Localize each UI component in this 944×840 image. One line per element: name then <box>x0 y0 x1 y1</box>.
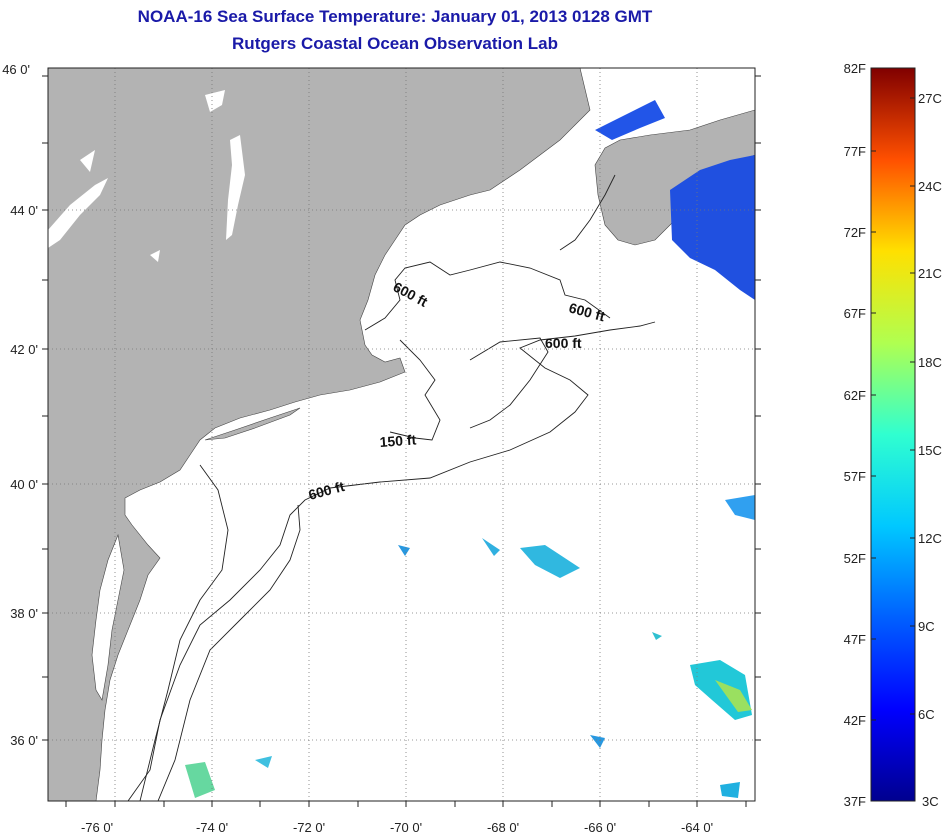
colorbar-label-c: 6C <box>918 707 935 722</box>
colorbar-fahrenheit-labels: 82F 77F 72F 67F 62F 57F 52F 47F 42F 37F <box>844 61 866 809</box>
lakes <box>48 90 245 262</box>
lat-label: 42 0' <box>10 342 38 357</box>
colorbar-label-f: 67F <box>844 306 866 321</box>
axis-ticks <box>42 75 761 807</box>
longitude-labels: -76 0' -74 0' -72 0' -70 0' -68 0' -66 0… <box>81 820 713 835</box>
map-subtitle: Rutgers Coastal Ocean Observation Lab <box>232 34 558 53</box>
colorbar-label-c: 24C <box>918 179 942 194</box>
latitude-labels: 46 0' 44 0' 42 0' 40 0' 38 0' 36 0' <box>2 62 38 748</box>
lon-label: -72 0' <box>293 820 325 835</box>
colorbar-label-f: 47F <box>844 632 866 647</box>
contour-label: 150 ft <box>379 431 417 450</box>
colorbar-label-c: 9C <box>918 619 935 634</box>
colorbar-label-f: 82F <box>844 61 866 76</box>
lat-label: 46 0' <box>2 62 30 77</box>
lon-label: -66 0' <box>584 820 616 835</box>
lat-label: 40 0' <box>10 477 38 492</box>
lon-label: -76 0' <box>81 820 113 835</box>
land-long-island <box>204 407 301 441</box>
colorbar-label-c: 3C <box>922 794 939 809</box>
colorbar-label-c: 18C <box>918 355 942 370</box>
bathymetry-contours <box>127 174 656 801</box>
colorbar-label-f: 52F <box>844 551 866 566</box>
lon-label: -70 0' <box>390 820 422 835</box>
colorbar-label-f: 62F <box>844 388 866 403</box>
colorbar-celsius-labels: 27C 24C 21C 18C 15C 12C 9C 6C 3C <box>918 91 942 809</box>
lat-label: 44 0' <box>10 203 38 218</box>
lat-label: 36 0' <box>10 733 38 748</box>
contour-label: 600 ft <box>545 335 582 351</box>
colorbar-label-f: 42F <box>844 713 866 728</box>
colorbar-label-f: 57F <box>844 469 866 484</box>
land-delmarva <box>91 533 125 701</box>
map-title: NOAA-16 Sea Surface Temperature: January… <box>137 7 653 26</box>
land-mainland <box>48 68 591 801</box>
colorbar-label-c: 15C <box>918 443 942 458</box>
lon-label: -74 0' <box>196 820 228 835</box>
plot-frame <box>47 67 756 802</box>
colorbar-label-c: 12C <box>918 531 942 546</box>
colorbar-label-f: 77F <box>844 144 866 159</box>
colorbar <box>870 67 916 802</box>
colorbar-ticks <box>871 97 915 721</box>
lon-label: -68 0' <box>487 820 519 835</box>
colorbar-label-f: 37F <box>844 794 866 809</box>
lat-label: 38 0' <box>10 606 38 621</box>
lon-label: -64 0' <box>681 820 713 835</box>
colorbar-label-c: 21C <box>918 266 942 281</box>
sst-data <box>185 100 755 798</box>
colorbar-label-c: 27C <box>918 91 942 106</box>
colorbar-label-f: 72F <box>844 225 866 240</box>
